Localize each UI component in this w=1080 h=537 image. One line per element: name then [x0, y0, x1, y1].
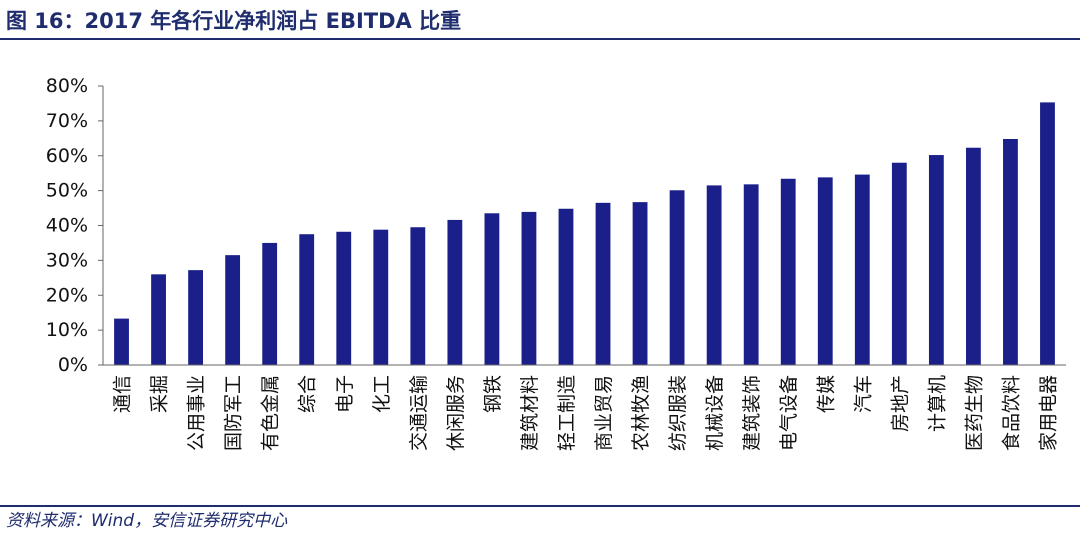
category-label: 食品饮料 — [1000, 375, 1022, 451]
bar — [632, 202, 648, 365]
category-label: 综合 — [297, 375, 319, 413]
bar — [225, 255, 241, 365]
bar — [484, 213, 500, 365]
category-label: 农林牧渔 — [630, 375, 652, 451]
category-label: 国防军工 — [223, 375, 245, 451]
category-label: 采掘 — [149, 375, 171, 413]
bar — [595, 202, 611, 365]
bar — [817, 177, 833, 365]
bar — [1003, 139, 1018, 365]
bar — [965, 147, 981, 365]
bar — [669, 190, 685, 365]
source-note: 资料来源：Wind，安信证券研究中心 — [6, 511, 288, 531]
category-label: 钢铁 — [482, 375, 504, 413]
category-label: 建筑装饰 — [741, 375, 763, 451]
title-divider — [0, 38, 1080, 40]
category-label: 公用事业 — [186, 375, 208, 451]
category-label: 电子 — [334, 375, 356, 413]
bar — [558, 208, 574, 365]
category-label: 纺织服装 — [667, 375, 689, 451]
bar — [373, 229, 389, 365]
y-tick-label: 70% — [46, 110, 88, 132]
bar — [1040, 102, 1055, 366]
source-divider — [0, 505, 1080, 507]
category-label: 有色金属 — [260, 375, 282, 451]
category-labels: 通信 采掘 公用事业 国防军工 有色金属 综合 电子 化工 交通运输 休闲服务 钢铁 建筑材料 轻工制造… — [112, 375, 1060, 451]
bar — [743, 184, 759, 365]
y-tick-label: 30% — [46, 249, 88, 271]
category-label: 商业贸易 — [593, 375, 615, 451]
category-label: 机械设备 — [704, 375, 726, 451]
category-label: 汽车 — [852, 375, 874, 413]
bar — [447, 219, 463, 365]
y-tick-label: 50% — [46, 180, 88, 202]
y-tick-label: 60% — [46, 145, 88, 167]
category-label: 医药生物 — [963, 375, 985, 451]
y-tick-label: 20% — [46, 284, 88, 306]
bar — [151, 274, 166, 365]
category-label: 计算机 — [926, 375, 948, 432]
bar-chart: 0% 10% 20% 30% 40% 50% 60% 70% 80% 通信 采掘 公用事业 国防军工有… — [46, 75, 1066, 451]
figure-title: 图 16：2017 年各行业净利润占 EBITDA 比重 — [6, 9, 462, 33]
category-label: 房地产 — [889, 375, 911, 432]
y-tick-label: 10% — [46, 319, 88, 341]
category-label: 化工 — [371, 375, 393, 413]
category-label: 交通运输 — [408, 375, 430, 451]
bars — [114, 102, 1055, 366]
bar — [336, 231, 352, 365]
y-tick-label: 80% — [46, 75, 88, 97]
category-label: 家用电器 — [1037, 375, 1059, 451]
category-label: 电气设备 — [778, 375, 800, 451]
category-label: 传媒 — [815, 375, 837, 413]
bar — [299, 234, 315, 365]
category-label: 轻工制造 — [556, 375, 578, 451]
category-label: 休闲服务 — [445, 375, 467, 451]
y-tick-label: 0% — [58, 354, 88, 376]
bar — [262, 242, 278, 365]
category-label: 通信 — [112, 375, 134, 413]
category-label: 建筑材料 — [519, 375, 541, 451]
y-axis-ticks: 0% 10% 20% 30% 40% 50% 60% 70% 80% — [46, 75, 103, 376]
bar — [706, 185, 722, 365]
bar — [114, 318, 129, 365]
bar — [891, 162, 907, 365]
bar — [521, 211, 537, 365]
bar — [780, 178, 796, 365]
bar — [928, 155, 944, 365]
y-tick-label: 40% — [46, 215, 88, 237]
bar — [188, 270, 204, 365]
bar — [410, 227, 426, 365]
bar — [854, 174, 870, 365]
